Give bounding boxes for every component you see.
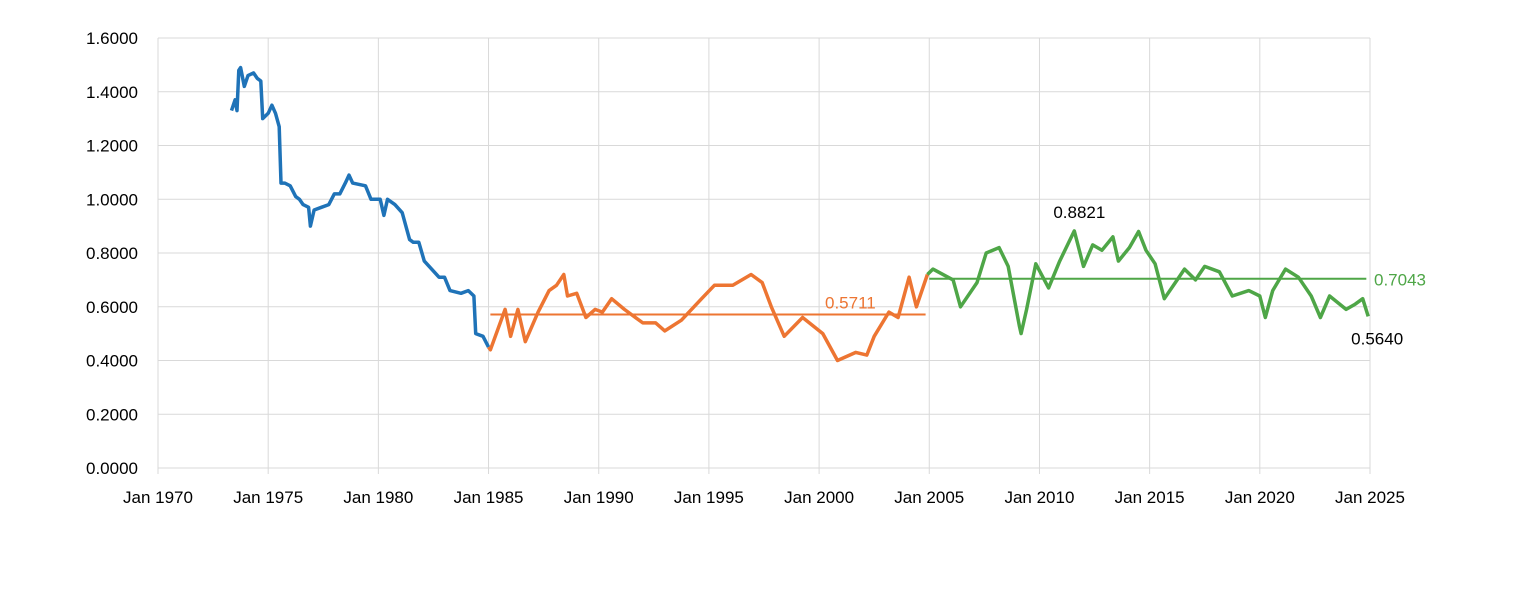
mean-label: 0.5711 [825,294,876,313]
gridlines [157,37,1371,474]
x-tick-label: Jan 2025 [1335,488,1405,507]
y-tick-label: 1.2000 [86,137,138,156]
y-tick-label: 0.6000 [86,298,138,317]
y-tick-label: 0.8000 [86,244,138,263]
x-tick-label: Jan 1985 [454,488,524,507]
latest-value-label: 0.5640 [1351,329,1403,348]
y-tick-label: 1.6000 [86,29,138,48]
x-axis-tick-labels: Jan 1970 Jan 1975 Jan 1980 Jan 1985 Jan 1990… [123,488,1405,507]
series-lines [229,65,1370,363]
series-line [229,65,491,348]
x-tick-label: Jan 1995 [674,488,744,507]
x-tick-label: Jan 1990 [564,488,634,507]
x-tick-label: Jan 2000 [784,488,854,507]
x-tick-label: Jan 2010 [1004,488,1074,507]
x-tick-label: Jan 2005 [894,488,964,507]
reference-lines [490,277,1367,316]
x-tick-label: Jan 2020 [1225,488,1295,507]
x-tick-label: Jan 1975 [233,488,303,507]
y-axis-tick-labels: 0.0000 0.2000 0.4000 0.6000 0.8000 1.0000 1.20… [86,29,138,478]
x-tick-label: Jan 1980 [343,488,413,507]
peak-label: 0.8821 [1053,203,1105,222]
x-tick-label: Jan 1970 [123,488,193,507]
annotations: 0.5711 0.7043 0.8821 0.5640 [825,203,1426,348]
y-tick-label: 0.4000 [86,352,138,371]
series-line [487,272,930,363]
y-tick-label: 1.0000 [86,190,138,209]
y-tick-label: 1.4000 [86,83,138,102]
series-line [926,229,1370,336]
mean-label: 0.7043 [1374,271,1426,290]
y-tick-label: 0.0000 [86,459,138,478]
x-tick-label: Jan 2015 [1115,488,1185,507]
y-tick-label: 0.2000 [86,405,138,424]
